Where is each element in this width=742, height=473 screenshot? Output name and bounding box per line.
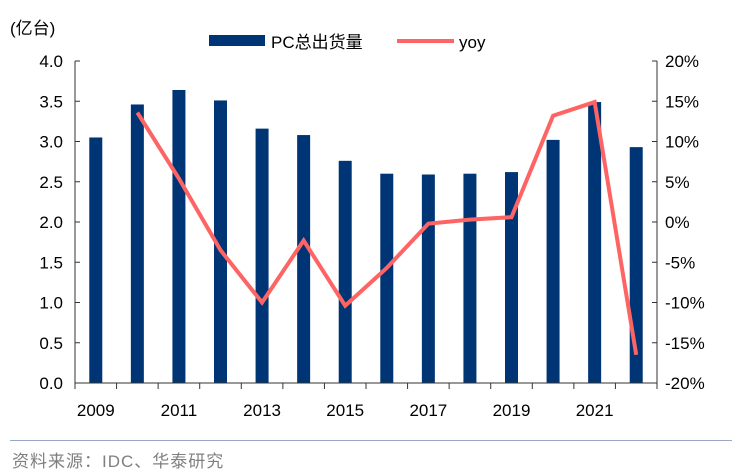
left-tick-label: 0.0: [39, 374, 63, 393]
bar-2011: [172, 89, 186, 383]
left-tick-label: 2.5: [39, 173, 63, 192]
bar-2017: [421, 174, 435, 383]
x-tick-label: 2013: [243, 401, 281, 420]
legend-swatch-bar: [209, 35, 265, 46]
bar-2014: [297, 135, 311, 383]
bar-2015: [338, 160, 352, 383]
source-note: 资料来源：IDC、华泰研究: [12, 452, 225, 471]
bar-2021: [588, 102, 602, 384]
left-tick-label: 3.5: [39, 92, 63, 111]
left-tick-label: 1.5: [39, 253, 63, 272]
x-tick-label: 2011: [161, 401, 198, 420]
right-tick-label: 10%: [665, 133, 699, 152]
bar-2013: [255, 128, 269, 383]
x-tick-label: 2009: [77, 401, 115, 420]
right-tick-label: -10%: [665, 294, 705, 313]
left-tick-label: 3.0: [39, 133, 63, 152]
right-tick-label: -20%: [665, 374, 705, 393]
right-tick-label: -15%: [665, 334, 705, 353]
right-tick-label: 0%: [665, 213, 690, 232]
right-tick-label: -5%: [665, 253, 695, 272]
right-tick-label: 5%: [665, 173, 690, 192]
bar-2020: [546, 139, 560, 383]
x-tick-label: 2021: [576, 401, 614, 420]
left-axis-label: (亿台): [10, 19, 55, 38]
right-tick-label: 15%: [665, 92, 699, 111]
bar-2009: [89, 137, 103, 383]
right-tick-label: 20%: [665, 52, 699, 71]
bar-2012: [214, 100, 227, 383]
legend-label-bar: PC总出货量: [271, 33, 363, 52]
legend-label-line: yoy: [459, 33, 486, 52]
divider: [10, 440, 732, 441]
bar-2016: [380, 173, 394, 383]
x-tick-label: 2015: [326, 401, 364, 420]
bar-2019: [505, 172, 518, 383]
left-tick-label: 2.0: [39, 213, 63, 232]
bar-2018: [463, 173, 477, 383]
bar-2010: [130, 104, 144, 383]
left-tick-label: 1.0: [39, 294, 63, 313]
left-tick-label: 4.0: [39, 52, 63, 71]
left-tick-label: 0.5: [39, 334, 63, 353]
combo-chart: 0.0 0.5 1.0 1.5 2.0 2.5 3.0 3.5 4.0 -20% -15% -10% -…: [10, 19, 705, 420]
x-tick-label: 2017: [409, 401, 447, 420]
x-tick-label: 2019: [493, 401, 531, 420]
